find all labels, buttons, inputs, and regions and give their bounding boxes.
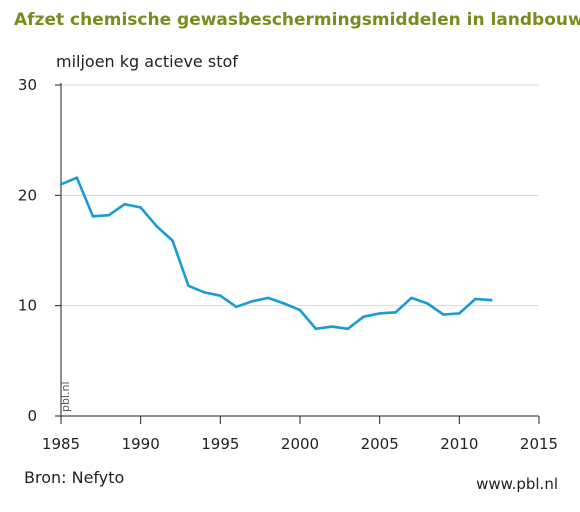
x-tick-label-1995: 1995 [201, 435, 239, 453]
website-link[interactable]: www.pbl.nl [476, 475, 558, 493]
data-point-2000 [298, 308, 302, 312]
y-tick-label-10: 10 [18, 297, 37, 315]
data-point-1995 [219, 294, 222, 298]
data-point-2004 [362, 315, 366, 319]
data-point-1993 [187, 284, 190, 288]
source-label: Bron: Nefyto [24, 468, 125, 487]
data-point-1996 [234, 305, 238, 309]
data-point-1994 [203, 291, 206, 294]
x-tick-label-1990: 1990 [122, 435, 160, 453]
data-point-1988 [107, 213, 111, 217]
data-point-1989 [123, 202, 127, 206]
series-line [59, 176, 493, 331]
data-point-1990 [139, 206, 142, 209]
x-tick-label-1985: 1985 [42, 435, 80, 453]
data-point-1991 [155, 224, 158, 228]
data-point-2012 [489, 298, 493, 302]
data-point-2010 [458, 312, 461, 315]
data-point-2009 [442, 313, 445, 316]
data-point-1992 [171, 239, 174, 242]
data-point-1987 [91, 214, 95, 218]
x-tick-labels: 1985 1990 1995 2000 2005 2010 2015 [42, 435, 558, 453]
data-point-2002 [330, 325, 334, 328]
y-tick-label-0: 0 [27, 407, 37, 425]
series-group [59, 176, 493, 331]
data-point-2005 [378, 312, 381, 315]
data-point-1997 [250, 299, 254, 303]
axes [55, 83, 540, 424]
data-point-1986 [75, 176, 79, 179]
data-point-1985 [59, 183, 63, 186]
data-point-2001 [314, 327, 318, 331]
x-tick-label-2010: 2010 [440, 435, 478, 453]
data-point-1998 [266, 296, 270, 300]
x-tick-label-2015: 2015 [520, 435, 558, 453]
y-axis-unit-label: miljoen kg actieve stof [56, 52, 238, 71]
x-tick-label-2000: 2000 [281, 435, 319, 453]
gridlines [61, 84, 539, 307]
data-point-2003 [346, 327, 350, 331]
y-tick-labels: 0 10 20 30 [18, 76, 37, 425]
y-tick-label-30: 30 [18, 76, 37, 94]
x-tick-label-2005: 2005 [361, 435, 399, 453]
pbl-watermark: pbl.nl [59, 381, 72, 412]
data-point-2006 [394, 310, 397, 314]
y-tick-label-20: 20 [18, 186, 37, 204]
data-point-2008 [426, 302, 429, 305]
data-point-1999 [282, 302, 286, 305]
data-point-2007 [410, 296, 413, 300]
chart-title: Afzet chemische gewasbeschermingsmiddele… [14, 10, 580, 30]
data-point-2011 [473, 297, 477, 301]
